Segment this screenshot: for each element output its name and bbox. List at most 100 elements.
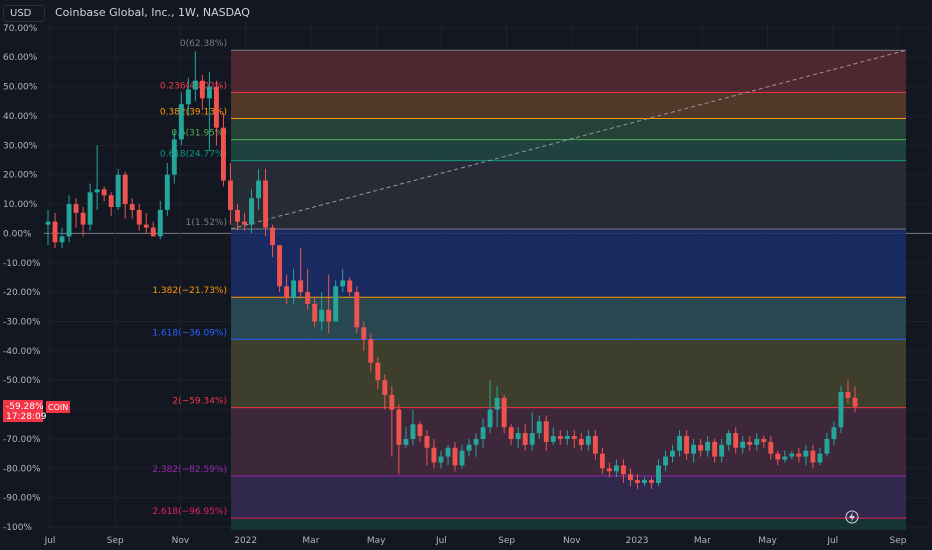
candle-body [305,292,311,304]
candle-body [564,436,570,439]
candle-body [340,280,346,287]
candle-body [670,450,676,457]
fib-band [231,160,906,229]
fib-level-label: 1.618(−36.09%) [152,328,227,338]
candle-body [824,438,830,454]
candle-body [375,362,381,381]
candle-body [705,441,711,451]
candle-body [789,453,795,457]
candle-body [382,380,388,395]
y-tick-label: -70.00% [3,435,41,445]
fib-level-label: 2(−59.34%) [172,397,227,407]
candle-body [150,227,156,237]
fib-band [231,339,906,408]
candle-body [803,450,809,457]
candle-body [747,441,753,445]
fib-level-label: 2.382(−82.59%) [152,465,227,475]
candle-body [129,204,135,210]
candle-body [606,468,612,472]
fib-band [231,297,906,340]
fib-level-label: 0(62.38%) [180,39,227,49]
candle-body [235,209,240,222]
candle-body [52,221,58,243]
candle-body [831,427,837,439]
candle-body [522,433,528,445]
candle-body [852,397,858,407]
x-tick-label: Jul [435,536,447,546]
fib-level-label: 1.382(−21.73%) [152,286,227,296]
x-tick-label: May [367,536,386,546]
fib-band [231,407,906,476]
x-tick-label: Nov [172,536,190,546]
candle-body [585,436,591,445]
candle-body [242,221,247,225]
candle-body [227,180,233,210]
candle-body [178,104,184,140]
candle-body [270,227,276,246]
fibonacci-extension-tool[interactable]: 0(62.38%)0.236(48.02%)0.382(39.13%)0.5(3… [152,39,906,530]
fib-level-label: 0.382(39.13%) [160,108,227,118]
x-tick-label: 2022 [234,536,257,546]
candle-body [424,436,430,448]
x-tick-label: Mar [694,536,711,546]
candle-body [115,174,121,207]
ticker-badge-label: COIN [48,403,68,412]
candle-body [256,180,261,199]
y-tick-label: -30.00% [3,318,41,328]
candle-body [550,436,556,442]
candle-body [501,397,507,428]
candle-body [403,438,409,445]
candle-body [389,394,395,410]
candle-body [291,280,297,299]
candle-body [164,174,170,210]
fib-trend-line[interactable] [230,49,907,230]
candle-body [277,245,283,287]
candle-body [536,421,542,434]
symbol-title: Coinbase Global, Inc., 1W, NASDAQ [55,5,250,19]
candlestick-series [45,51,858,489]
candle-body [698,444,704,451]
y-tick-label: 70.00% [3,24,38,34]
candle-body [838,391,844,428]
currency-selector[interactable]: USD [3,4,45,22]
candle-body [494,397,500,410]
candle-body [361,327,367,340]
candle-body [94,189,100,193]
x-tick-label: Sep [498,536,515,546]
price-badge-countdown: 17:28:09 [6,412,47,422]
candle-body [143,224,149,228]
price-badge-value: -59.28% [6,402,44,412]
x-tick-label: Nov [563,536,581,546]
candle-body [796,453,802,457]
candle-body [515,433,521,439]
candle-body [592,436,598,454]
candle-body [810,450,816,463]
candle-body [108,195,114,207]
candle-body [613,465,619,472]
y-tick-label: 10.00% [3,200,38,210]
price-badge-bg [3,400,43,422]
candle-body [396,409,402,445]
lightning-icon[interactable] [845,510,859,524]
fib-band [231,518,906,530]
candle-body [684,436,690,454]
candle-body [578,438,584,445]
candle-body [347,280,353,293]
candle-body [845,391,851,398]
candle-body [171,139,177,175]
candle-body [508,427,514,439]
candle-body [712,441,718,457]
y-tick-label: 50.00% [3,83,38,93]
candle-body [185,89,191,105]
candle-body [733,433,739,448]
x-axis: Jul Sep Nov 2022 Mar May Jul Sep Nov 2023 Mar May Ju… [44,536,907,546]
candle-body [768,441,774,454]
candle-body [782,456,788,460]
candle-body [213,86,219,128]
y-tick-label: 20.00% [3,171,38,181]
candle-body [312,303,318,322]
candle-body [80,212,86,225]
y-tick-label: -50.00% [3,376,41,386]
x-tick-label: Jul [44,536,56,546]
